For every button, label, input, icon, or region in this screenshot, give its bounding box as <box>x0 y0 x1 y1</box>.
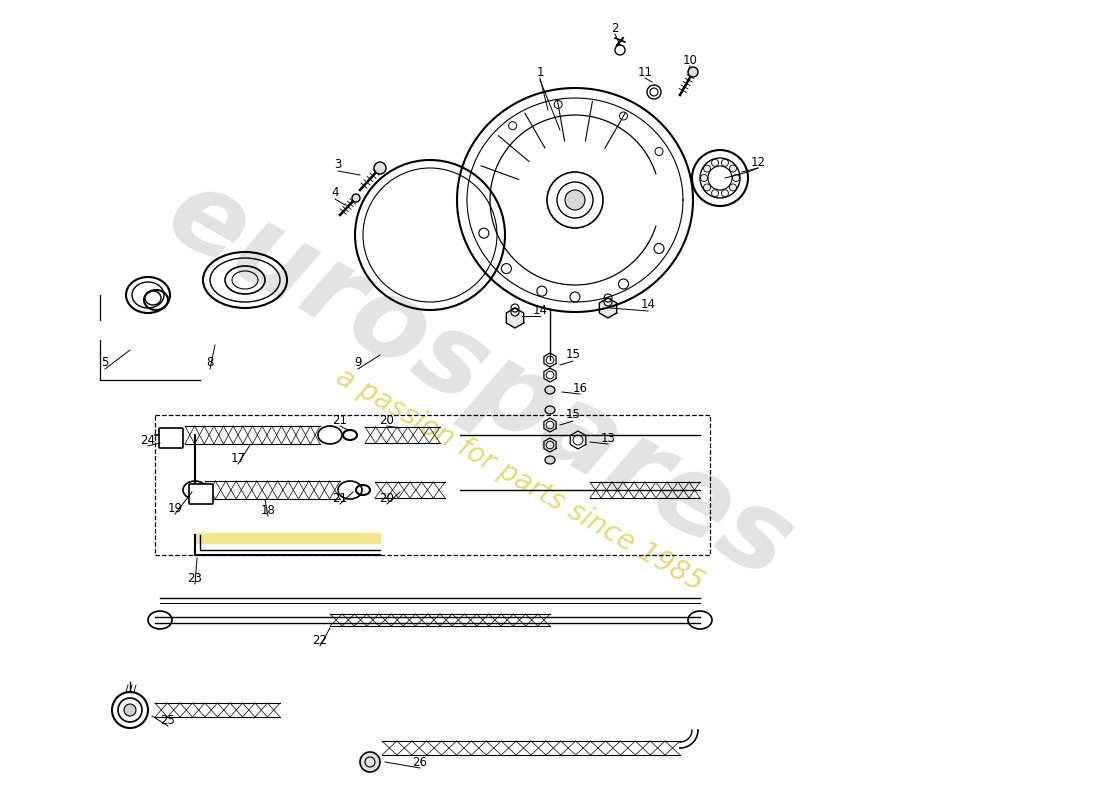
Text: 14: 14 <box>640 298 656 311</box>
Text: 2: 2 <box>612 22 618 34</box>
Circle shape <box>722 190 728 197</box>
Text: 14: 14 <box>532 303 548 317</box>
Text: 25: 25 <box>161 714 175 726</box>
Polygon shape <box>600 298 617 318</box>
Circle shape <box>701 174 707 182</box>
Circle shape <box>729 184 736 191</box>
Circle shape <box>729 165 736 172</box>
Ellipse shape <box>544 406 556 414</box>
Text: 22: 22 <box>312 634 328 646</box>
Text: 26: 26 <box>412 755 428 769</box>
Text: 5: 5 <box>101 357 109 370</box>
Circle shape <box>374 162 386 174</box>
Polygon shape <box>195 533 380 543</box>
Polygon shape <box>456 88 693 312</box>
Circle shape <box>565 190 585 210</box>
Text: a passion for parts since 1985: a passion for parts since 1985 <box>331 363 708 597</box>
FancyBboxPatch shape <box>189 484 213 504</box>
Text: 20: 20 <box>379 491 395 505</box>
Circle shape <box>360 752 379 772</box>
Text: eurospares: eurospares <box>150 158 811 602</box>
FancyBboxPatch shape <box>160 428 183 448</box>
Text: 23: 23 <box>188 571 202 585</box>
Ellipse shape <box>544 456 556 464</box>
Text: 4: 4 <box>331 186 339 199</box>
Text: 17: 17 <box>231 451 245 465</box>
Text: 9: 9 <box>354 357 362 370</box>
Ellipse shape <box>544 386 556 394</box>
Circle shape <box>704 184 711 191</box>
Circle shape <box>712 190 718 197</box>
Text: 21: 21 <box>332 414 348 426</box>
Text: 15: 15 <box>565 409 581 422</box>
Circle shape <box>712 159 718 166</box>
Circle shape <box>688 67 698 77</box>
Circle shape <box>704 165 711 172</box>
Polygon shape <box>506 308 524 328</box>
Text: 24: 24 <box>141 434 155 446</box>
Text: 19: 19 <box>167 502 183 514</box>
Circle shape <box>733 174 739 182</box>
Text: 21: 21 <box>332 491 348 505</box>
Ellipse shape <box>124 704 136 716</box>
Text: 3: 3 <box>334 158 342 171</box>
Text: 16: 16 <box>572 382 587 394</box>
Circle shape <box>722 159 728 166</box>
Text: 10: 10 <box>683 54 697 66</box>
Text: 15: 15 <box>565 349 581 362</box>
Text: 18: 18 <box>261 503 275 517</box>
Text: 11: 11 <box>638 66 652 78</box>
Text: 13: 13 <box>601 431 615 445</box>
Text: 1: 1 <box>537 66 543 78</box>
Text: 8: 8 <box>207 357 213 370</box>
Text: 20: 20 <box>379 414 395 426</box>
Text: 12: 12 <box>750 155 766 169</box>
Circle shape <box>352 194 360 202</box>
